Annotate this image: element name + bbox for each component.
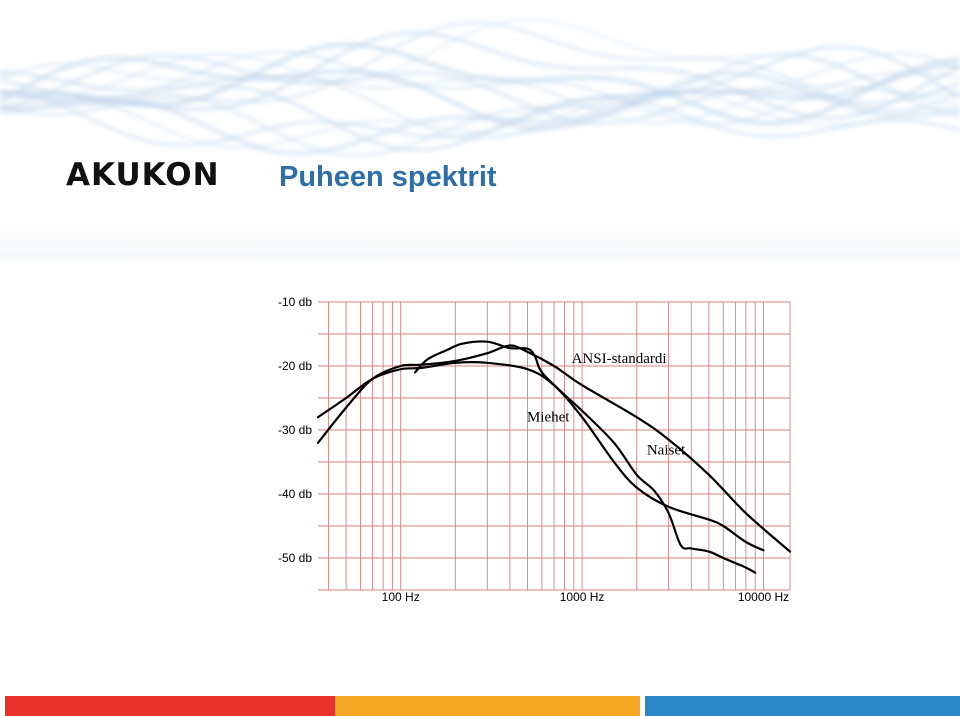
wave-line: [0, 53, 960, 126]
series-label-miehet: Miehet: [527, 410, 570, 426]
wave-line: [0, 21, 960, 117]
series-label-ansi-standardi: ANSI-standardi: [572, 351, 667, 367]
y-tick-label: -40 db: [278, 487, 312, 501]
wave-line: [0, 55, 960, 132]
wave-line: [0, 90, 960, 147]
series-label-naiset: Naiset: [647, 442, 686, 458]
y-tick-label: -20 db: [278, 359, 312, 373]
x-tick-label: 100 Hz: [382, 590, 420, 604]
wave-banner: [0, 18, 960, 265]
footer-white-segment: [640, 696, 645, 716]
x-tick-label: 1000 Hz: [560, 590, 605, 604]
chart-curves: [316, 340, 792, 574]
footer-red-segment: [5, 696, 335, 716]
logo-text: AKUKON: [66, 157, 220, 193]
wave-line: [0, 70, 960, 157]
chart-labels: -10 db -20 db -30 db -40 db -50 db 100 Hz 1000…: [278, 295, 789, 604]
chart-grid: [318, 301, 791, 591]
wave-line: [0, 52, 960, 141]
y-tick-label: -30 db: [278, 423, 312, 437]
footer-bar: [5, 696, 960, 716]
spectrum-chart: -10 db -20 db -30 db -40 db -50 db 100 Hz 1000…: [278, 295, 792, 604]
footer-blue-segment: [645, 696, 960, 716]
y-tick-label: -50 db: [278, 551, 312, 565]
x-tick-label: 10000 Hz: [738, 590, 789, 604]
page-title: Puheen spektrit: [279, 161, 497, 193]
footer-orange-segment: [335, 696, 640, 716]
y-tick-label: -10 db: [278, 295, 312, 309]
series-line-naiset: [414, 340, 757, 574]
series-line-miehet: [316, 360, 765, 552]
